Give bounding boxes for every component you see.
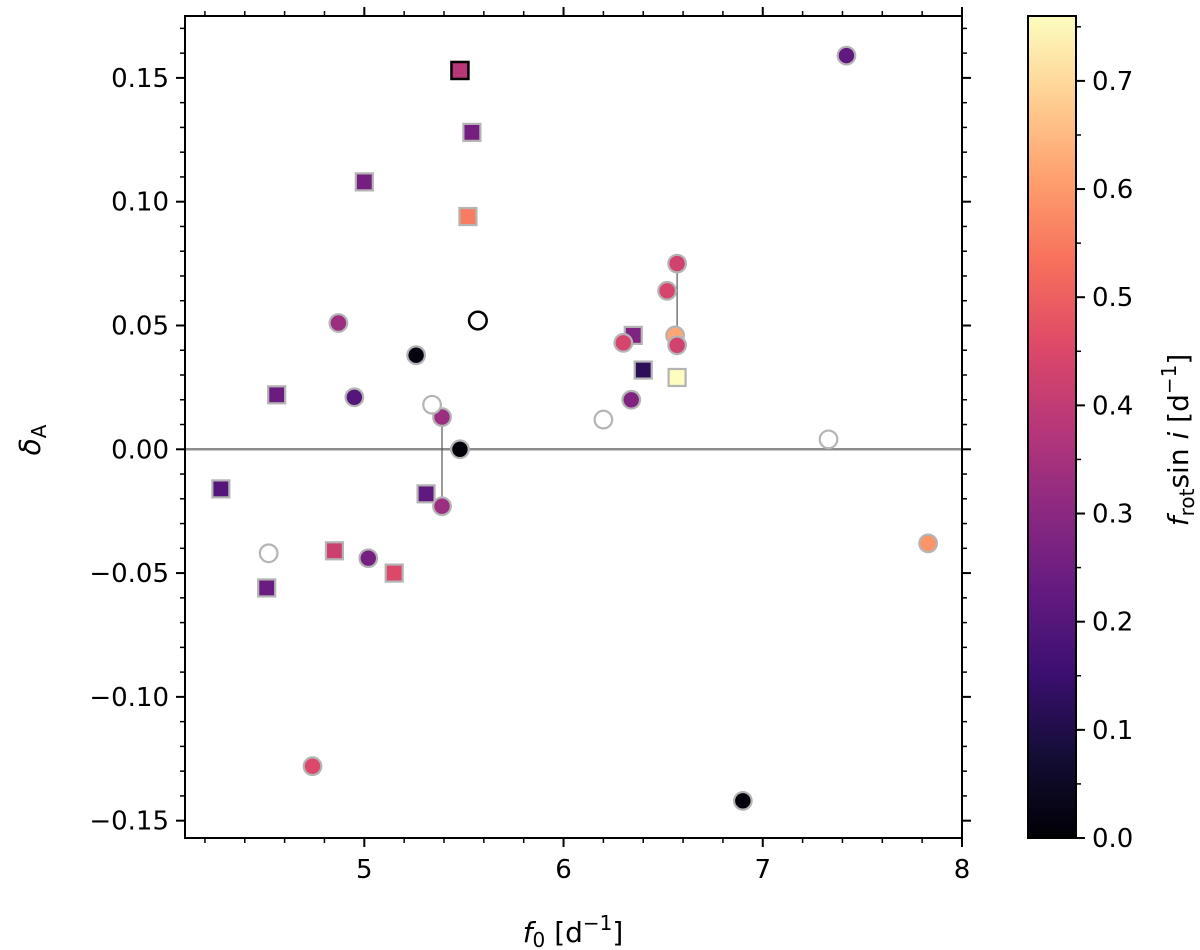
data-point-circle xyxy=(406,345,427,366)
plot-area: 5 6 7 8 0.15 0.10 0.05 0.00 −0.05 −0.10 −0.15 xyxy=(89,7,971,885)
colorbar-tick-label: 0.4 xyxy=(1092,391,1133,421)
svg-text:f0 [d−1]: f0 [d−1] xyxy=(523,911,624,950)
x-axis-label: f0 [d−1] xyxy=(523,911,624,950)
y-tick-label: −0.10 xyxy=(89,683,169,713)
colorbar-ticks: 0.0 0.1 0.2 0.3 0.4 0.5 0.6 0.7 xyxy=(1076,26,1133,854)
data-point-square xyxy=(324,541,345,561)
data-point-circle xyxy=(302,756,323,777)
cb-label-i: i xyxy=(1162,432,1195,440)
y-tick-label: 0.10 xyxy=(111,188,169,218)
y-tick-label: 0.05 xyxy=(111,311,169,341)
data-point-circle xyxy=(358,548,379,569)
x-label-close: ] xyxy=(612,916,623,949)
y-tick-label: 0.00 xyxy=(111,435,169,465)
data-point-circle xyxy=(818,429,839,450)
data-point-circle xyxy=(657,280,678,301)
colorbar-tick-label: 0.6 xyxy=(1092,175,1133,205)
y-tick-label: −0.05 xyxy=(89,559,169,589)
data-point-circle xyxy=(667,335,687,356)
y-tick-label: −0.15 xyxy=(89,807,169,837)
colorbar-tick-label: 0.0 xyxy=(1092,824,1133,854)
data-point-circle xyxy=(593,409,614,430)
x-label-exp: −1 xyxy=(583,911,612,935)
cb-label-sub: rot xyxy=(1175,488,1199,516)
y-axis-ticks: 0.15 0.10 0.05 0.00 −0.05 −0.10 −0.15 xyxy=(89,27,971,837)
cb-label-unit: [d xyxy=(1162,394,1195,432)
data-point-square xyxy=(257,578,277,598)
data-point-circle xyxy=(344,387,365,408)
data-points xyxy=(211,45,939,811)
data-point-circle xyxy=(258,543,279,564)
x-tick-label: 6 xyxy=(555,855,572,885)
data-point-square xyxy=(384,563,404,583)
data-point-square xyxy=(416,484,436,504)
data-point-square xyxy=(462,122,482,142)
colorbar-tick-label: 0.1 xyxy=(1092,716,1133,746)
colorbar-label: frotsin i [d−1] xyxy=(1157,354,1199,527)
cb-label-close: ] xyxy=(1162,354,1195,365)
colorbar-tick-label: 0.5 xyxy=(1092,283,1133,313)
colorbar-gradient xyxy=(1027,15,1077,839)
colorbar-tick-label: 0.7 xyxy=(1092,67,1133,97)
data-point-circle xyxy=(621,389,642,410)
data-point-square xyxy=(450,60,470,81)
colorbar-tick-label: 0.3 xyxy=(1092,500,1133,530)
data-point-circle xyxy=(450,439,470,460)
data-point-circle xyxy=(328,313,349,333)
data-point-circle xyxy=(836,45,857,66)
data-point-square xyxy=(458,206,478,227)
cb-label-mid: sin xyxy=(1162,440,1195,489)
data-point-square xyxy=(267,385,287,405)
data-point-square xyxy=(633,360,653,380)
plot-background xyxy=(185,16,962,838)
data-point-square xyxy=(211,479,231,499)
data-point-circle xyxy=(918,533,939,554)
data-point-circle xyxy=(432,496,452,517)
data-point-circle xyxy=(422,394,442,415)
colorbar-tick-label: 0.2 xyxy=(1092,608,1133,638)
data-point-circle xyxy=(667,253,687,274)
x-tick-label: 8 xyxy=(954,855,971,885)
data-point-square xyxy=(354,172,374,192)
colorbar: 0.0 0.1 0.2 0.3 0.4 0.5 0.6 0.7 xyxy=(1027,15,1133,854)
x-label-unit-text: [d xyxy=(554,916,583,949)
x-label-unit xyxy=(545,916,554,949)
y-axis-label: δA xyxy=(14,424,51,455)
cb-label-exp: −1 xyxy=(1157,365,1181,394)
y-label-sub: A xyxy=(27,424,51,438)
svg-text:δA: δA xyxy=(14,424,51,455)
x-label-sub: 0 xyxy=(533,928,546,950)
x-tick-label: 5 xyxy=(356,855,373,885)
y-label-var: δ xyxy=(14,438,47,455)
data-point-square xyxy=(667,367,687,388)
svg-text:frotsin i [d−1]: frotsin i [d−1] xyxy=(1157,354,1199,527)
plot-frame xyxy=(184,15,963,839)
data-point-circle xyxy=(732,790,753,811)
data-point-circle xyxy=(613,332,634,353)
y-tick-label: 0.15 xyxy=(111,64,169,94)
data-point-circle xyxy=(467,310,488,331)
x-tick-label: 7 xyxy=(754,855,771,885)
